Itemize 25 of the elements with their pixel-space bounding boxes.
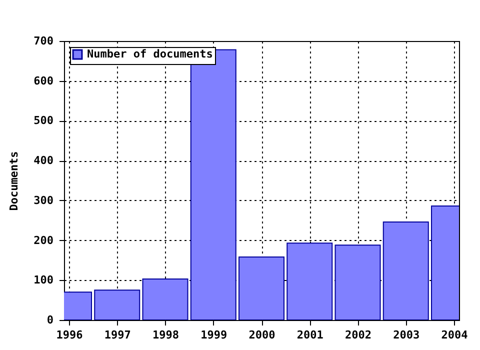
y-tick-label: 600	[34, 74, 54, 88]
legend-label: Number of documents	[87, 48, 213, 60]
bar	[238, 256, 284, 320]
x-tick-label: 1996	[56, 328, 84, 342]
bar	[382, 221, 429, 320]
y-tick-label: 300	[34, 194, 54, 207]
y-axis-title: Documents	[8, 151, 21, 211]
bar	[142, 278, 188, 320]
y-tick-label: 100	[34, 274, 54, 287]
y-tick-label: 500	[34, 114, 54, 128]
x-tick-label: 2004	[441, 328, 468, 342]
bar	[94, 290, 140, 320]
x-tick-label: 2000	[248, 328, 276, 342]
y-tick-label: 700	[34, 34, 54, 48]
bar	[334, 244, 381, 320]
x-tick-label: 1997	[104, 328, 131, 342]
x-tick-label: 2001	[296, 328, 324, 342]
y-tick-label: 0	[46, 314, 54, 326]
x-tick-label: 2002	[345, 328, 372, 342]
y-tick-label: 200	[34, 234, 54, 247]
y-tick-label: 400	[34, 154, 54, 168]
x-tick-label: 1998	[152, 328, 179, 342]
x-tick-label: 2003	[393, 328, 420, 342]
x-tick-label: 1999	[200, 328, 228, 342]
bar	[286, 242, 333, 320]
